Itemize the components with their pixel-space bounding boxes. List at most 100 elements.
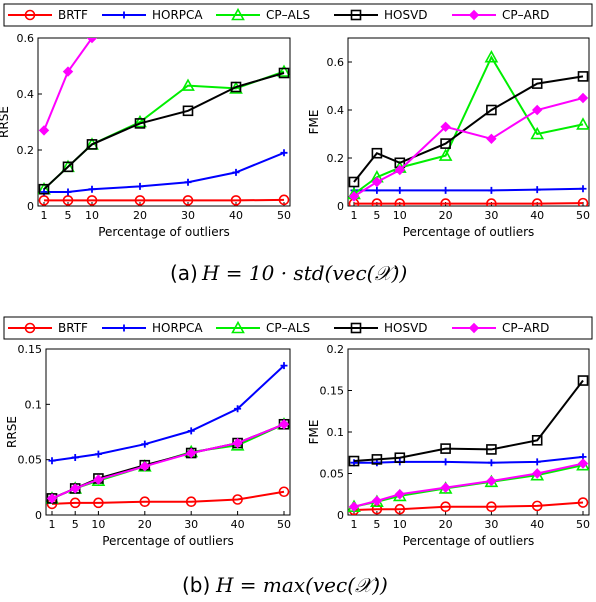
data-point xyxy=(184,178,192,186)
data-point xyxy=(278,194,290,206)
x-axis-label: Percentage of outliers xyxy=(403,534,535,548)
data-point xyxy=(234,405,242,413)
y-tick-label: 0.2 xyxy=(327,343,345,356)
legend-box xyxy=(3,3,593,27)
x-axis-label: Percentage of outliers xyxy=(403,225,535,239)
y-tick-label: 0.15 xyxy=(320,385,345,398)
data-point xyxy=(348,191,360,202)
y-tick-label: 0 xyxy=(337,509,344,522)
y-tick-label: 0 xyxy=(35,509,42,522)
x-tick-label: 10 xyxy=(85,209,99,222)
y-axis-label: FME xyxy=(307,420,321,445)
x-tick-label: 30 xyxy=(484,518,498,531)
data-point xyxy=(69,483,81,494)
data-point xyxy=(530,126,545,140)
data-point xyxy=(232,437,243,449)
y-tick-label: 0.6 xyxy=(327,56,345,69)
data-point xyxy=(71,453,79,461)
x-tick-label: 40 xyxy=(229,209,243,222)
data-point xyxy=(38,195,50,206)
data-point xyxy=(38,125,50,136)
legend-marker xyxy=(120,324,128,332)
x-tick-label: 1 xyxy=(351,209,358,222)
x-tick-label: 20 xyxy=(138,518,152,531)
x-tick-label: 5 xyxy=(373,518,380,531)
legend-label: CP–ARD xyxy=(502,321,549,335)
data-point xyxy=(48,457,56,465)
legend-marker xyxy=(468,322,480,334)
data-point xyxy=(64,188,72,196)
data-point xyxy=(280,362,288,370)
x-tick-label: 10 xyxy=(393,209,407,222)
x-tick-label: 5 xyxy=(65,209,72,222)
data-point xyxy=(93,474,104,485)
data-point xyxy=(182,105,194,117)
x-tick-label: 40 xyxy=(530,209,544,222)
data-point xyxy=(185,447,197,459)
data-point xyxy=(141,440,149,448)
caption-a-math: H = 10 · std(vec(𝒳)) xyxy=(201,261,407,285)
y-tick-label: 0.05 xyxy=(320,468,345,481)
data-point xyxy=(486,198,497,206)
data-point xyxy=(38,183,50,195)
data-point xyxy=(371,495,383,507)
data-point xyxy=(230,195,242,206)
x-tick-label: 20 xyxy=(133,209,147,222)
data-point xyxy=(134,195,146,206)
y-tick-label: 0 xyxy=(27,200,34,213)
data-point xyxy=(394,503,406,515)
legend-label: CP–ARD xyxy=(502,8,549,22)
data-point xyxy=(371,176,383,188)
data-point xyxy=(486,501,497,513)
x-tick-label: 50 xyxy=(576,209,590,222)
data-point xyxy=(576,117,589,130)
data-point xyxy=(139,496,151,508)
series-group xyxy=(348,50,589,206)
legend-label: BRTF xyxy=(58,8,88,22)
data-point xyxy=(394,452,406,464)
data-point xyxy=(396,186,404,194)
chart-b-fme: 1 5 10 20 30 40 50 0 0.05 0.1 0.15 0.2 Percentage of… xyxy=(307,343,590,548)
data-point xyxy=(277,64,290,77)
data-point xyxy=(187,427,195,435)
x-tick-label: 20 xyxy=(439,209,453,222)
chart-a-fme: 1 5 10 20 30 40 50 0 0.2 0.4 0.6 Percentage of outl… xyxy=(307,37,590,239)
y-tick-label: 0.2 xyxy=(327,152,345,165)
legend-label: CP–ALS xyxy=(266,321,310,335)
data-point xyxy=(348,455,360,467)
x-tick-label: 5 xyxy=(373,209,380,222)
x-tick-label: 1 xyxy=(41,209,48,222)
data-point xyxy=(577,92,589,104)
data-point xyxy=(440,198,451,206)
series-group xyxy=(46,362,290,510)
data-point xyxy=(533,458,541,466)
data-point xyxy=(394,489,406,500)
data-point xyxy=(440,121,451,133)
data-point xyxy=(139,461,151,472)
data-point xyxy=(577,497,589,508)
y-axis-label: RRSE xyxy=(5,416,19,448)
legend-label: BRTF xyxy=(58,321,88,335)
data-point xyxy=(93,497,104,509)
data-point xyxy=(62,161,74,173)
x-tick-label: 5 xyxy=(72,518,79,531)
data-point xyxy=(531,468,543,479)
series-line xyxy=(353,75,584,183)
data-point xyxy=(181,78,195,91)
y-tick-label: 0.15 xyxy=(18,343,43,356)
x-tick-label: 20 xyxy=(439,518,453,531)
data-point xyxy=(371,454,383,465)
x-tick-label: 1 xyxy=(351,518,358,531)
data-point xyxy=(438,148,453,161)
x-tick-label: 1 xyxy=(49,518,56,531)
data-point xyxy=(486,475,497,487)
data-point xyxy=(232,494,243,505)
caption-a-prefix: (a) xyxy=(170,261,198,285)
chart-a-rrse: 1 5 10 20 30 40 50 0 0.2 0.4 0.6 Percentage of outl… xyxy=(0,32,291,239)
series-line xyxy=(353,501,584,512)
plot-area xyxy=(37,37,291,207)
data-point xyxy=(86,139,98,150)
y-tick-label: 0.2 xyxy=(17,144,35,157)
series-line xyxy=(44,198,285,202)
